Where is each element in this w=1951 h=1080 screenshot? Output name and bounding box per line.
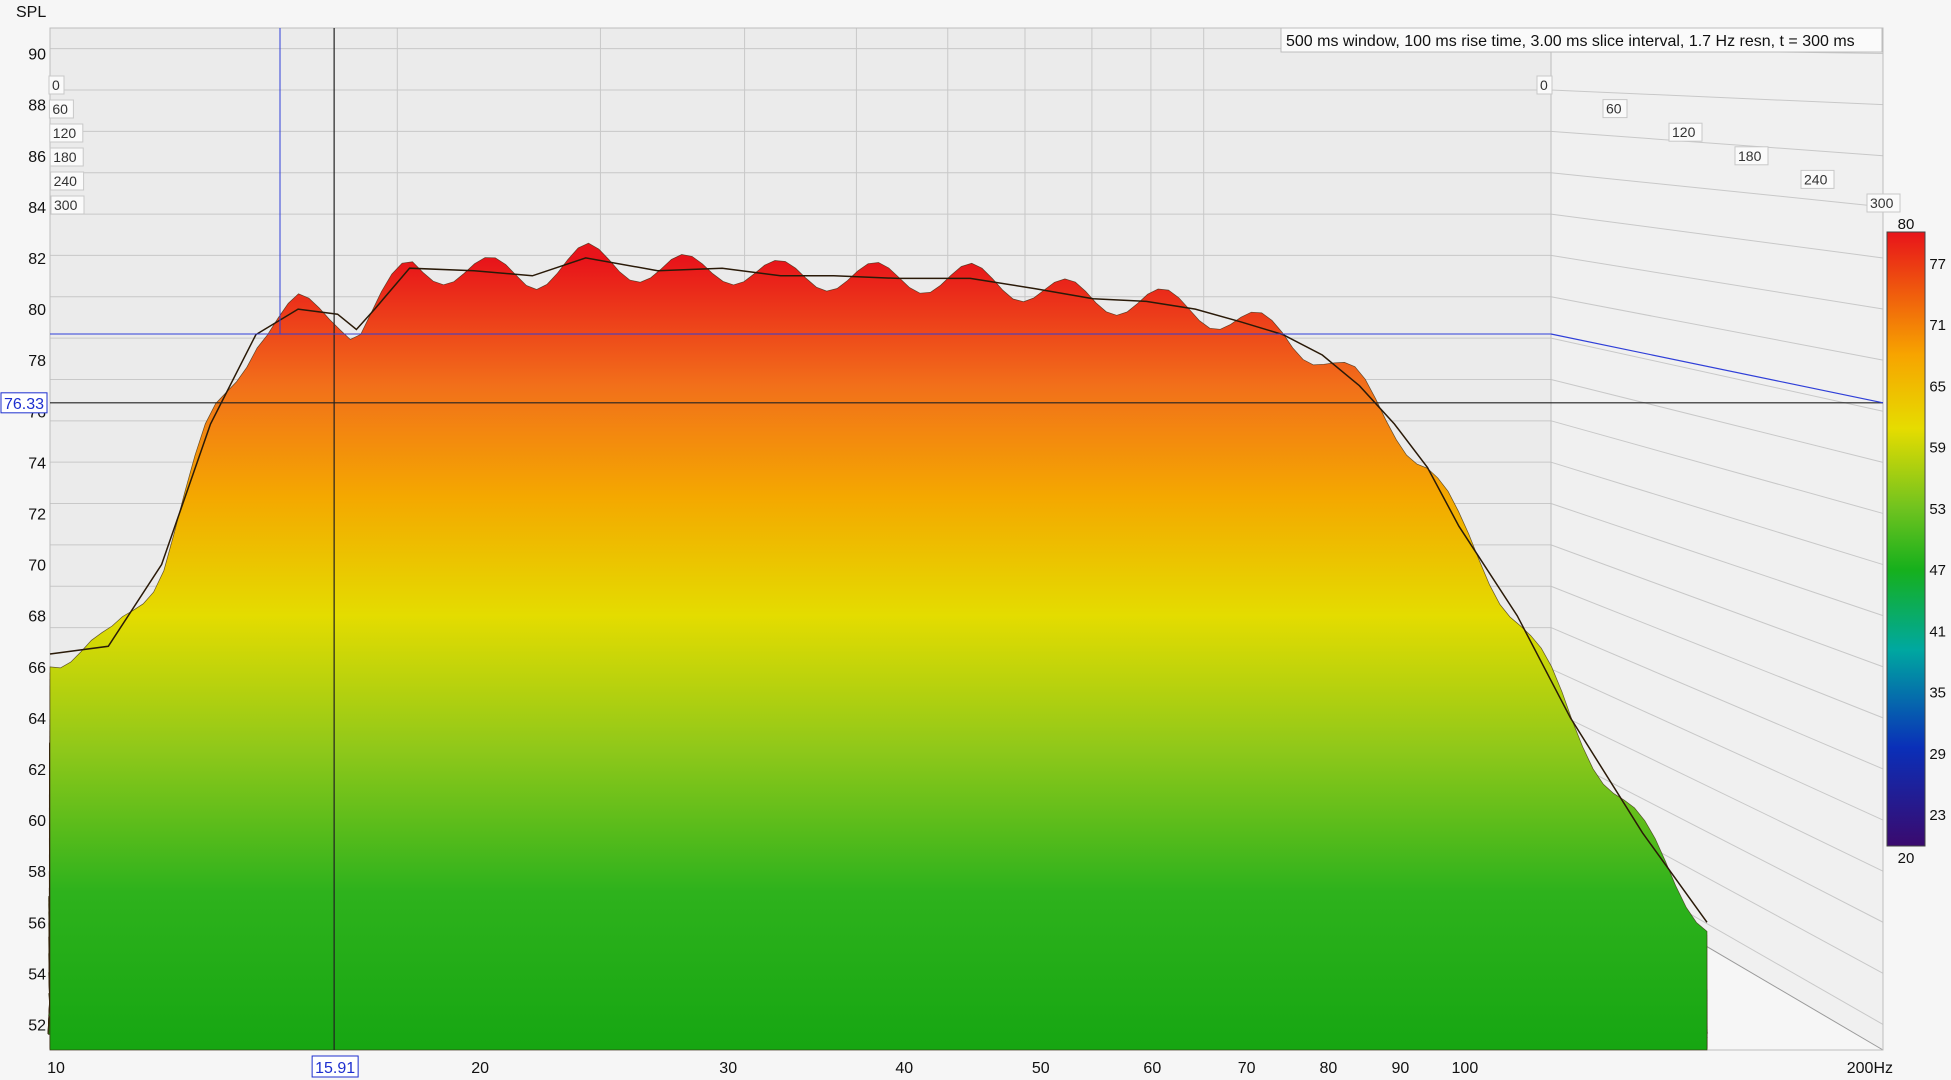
- y-tick-label: 62: [28, 762, 46, 779]
- time-label-right: 0: [1540, 77, 1548, 93]
- color-scale-tick: 29: [1929, 746, 1946, 763]
- y-tick-label: 56: [28, 915, 46, 932]
- x-tick-label: 90: [1392, 1060, 1410, 1077]
- y-tick-label: 80: [28, 302, 46, 319]
- color-scale-max: 80: [1898, 216, 1915, 233]
- time-label-left: 300: [54, 197, 78, 213]
- y-tick-label: 90: [28, 47, 46, 64]
- y-tick-label: 68: [28, 609, 46, 626]
- color-scale-tick: 35: [1929, 685, 1946, 702]
- y-tick-label: 82: [28, 251, 46, 268]
- x-tick-label: 100: [1452, 1060, 1479, 1077]
- color-scale-tick: 65: [1929, 378, 1946, 395]
- y-tick-label: 58: [28, 864, 46, 881]
- info-text: 500 ms window, 100 ms rise time, 3.00 ms…: [1286, 33, 1855, 50]
- y-tick-label: 84: [28, 200, 46, 217]
- y-tick-label: 64: [28, 711, 46, 728]
- x-cursor-value: 15.91: [315, 1060, 355, 1077]
- y-tick-label: 66: [28, 660, 46, 677]
- time-label-right: 180: [1738, 148, 1762, 164]
- y-tick-label: 60: [28, 813, 46, 830]
- cursor-lines[interactable]: [50, 28, 1884, 1050]
- color-scale: 80 20 77 71 65 59 53 47 41 35 29 23: [1886, 216, 1946, 867]
- info-box: 500 ms window, 100 ms rise time, 3.00 ms…: [1280, 27, 1883, 53]
- y-tick-label: 72: [28, 506, 46, 523]
- x-cursor-badge: [311, 1055, 359, 1078]
- x-tick-label: 40: [895, 1060, 913, 1077]
- y-axis-title: SPL: [16, 4, 46, 21]
- y-tick-label: 74: [28, 455, 46, 472]
- x-tick-label: 50: [1032, 1060, 1050, 1077]
- y-tick-label: 78: [28, 353, 46, 370]
- time-label-right: 240: [1804, 171, 1828, 187]
- waterfall-surface: [47, 242, 1709, 1051]
- time-label-left: 0: [52, 77, 60, 93]
- color-scale-tick: 41: [1929, 623, 1946, 640]
- y-cursor-value: 76.33: [4, 396, 44, 413]
- time-label-right: 300: [1870, 195, 1894, 211]
- x-tick-label: 70: [1238, 1060, 1256, 1077]
- color-scale-tick: 47: [1929, 562, 1946, 579]
- x-tick-label: 20: [471, 1060, 489, 1077]
- front-ridge-line: [49, 257, 1708, 923]
- x-tick-label: 30: [719, 1060, 737, 1077]
- time-slice-labels: 0 0 60 60 120 120 180 180 240 240 300 300: [48, 75, 1901, 215]
- surface-slice: [49, 242, 1708, 1051]
- y-tick-label: 86: [28, 149, 46, 166]
- color-scale-tick: 71: [1929, 317, 1946, 334]
- x-tick-label: 200Hz: [1847, 1060, 1893, 1077]
- color-scale-tick: 77: [1929, 256, 1946, 273]
- time-label-left: 180: [53, 149, 77, 165]
- x-tick-label: 80: [1319, 1060, 1337, 1077]
- color-scale-tick: 53: [1929, 501, 1946, 518]
- time-label-right: 60: [1606, 101, 1622, 117]
- y-tick-label: 52: [28, 1017, 46, 1034]
- back-cursor-depth: [1550, 333, 1884, 404]
- x-tick-label: 10: [47, 1060, 65, 1077]
- y-cursor-badge: [0, 392, 48, 414]
- color-scale-tick: 23: [1929, 807, 1946, 824]
- y-axis: SPL 525456586062646668707274767880828486…: [0, 4, 48, 1034]
- time-label-left: 120: [53, 125, 77, 141]
- y-tick-label: 88: [28, 98, 46, 115]
- time-label-left: 240: [54, 173, 78, 189]
- time-label-left: 60: [52, 101, 68, 117]
- time-label-right: 120: [1672, 124, 1696, 140]
- front-slice-outline: [49, 257, 1708, 923]
- color-scale-min: 20: [1898, 850, 1915, 867]
- y-tick-label: 54: [28, 966, 46, 983]
- x-tick-label: 60: [1143, 1060, 1161, 1077]
- color-scale-tick: 59: [1929, 440, 1946, 457]
- x-axis: 10 20 30 40 50 60 70 80 90 100 200Hz 15.91: [47, 1055, 1893, 1078]
- y-tick-label: 70: [28, 558, 46, 575]
